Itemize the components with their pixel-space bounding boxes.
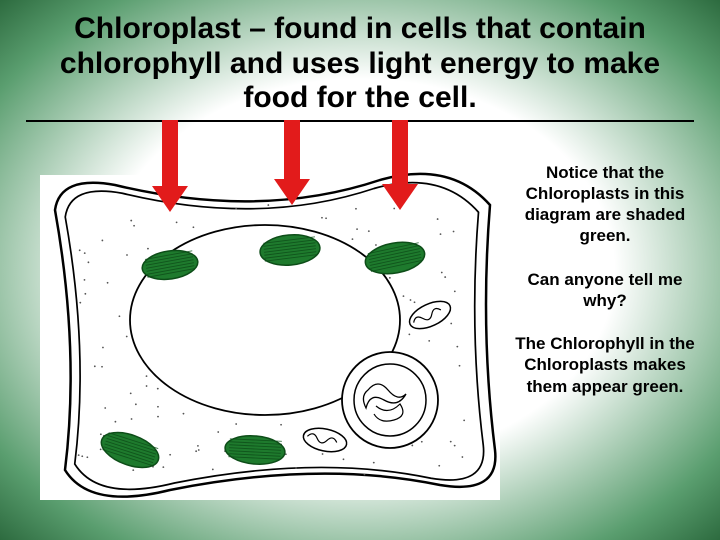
slide: Chloroplast – found in cells that contai…	[0, 0, 720, 540]
side-text: Notice that the Chloroplasts in this dia…	[510, 162, 700, 419]
side-p3: The Chlorophyll in the Chloroplasts make…	[510, 333, 700, 397]
slide-title: Chloroplast – found in cells that contai…	[26, 12, 694, 122]
cell-diagram	[20, 150, 510, 510]
content-area: Notice that the Chloroplasts in this dia…	[20, 130, 700, 530]
side-p1: Notice that the Chloroplasts in this dia…	[510, 162, 700, 247]
side-p2: Can anyone tell me why?	[510, 269, 700, 312]
cell-svg	[20, 150, 510, 510]
